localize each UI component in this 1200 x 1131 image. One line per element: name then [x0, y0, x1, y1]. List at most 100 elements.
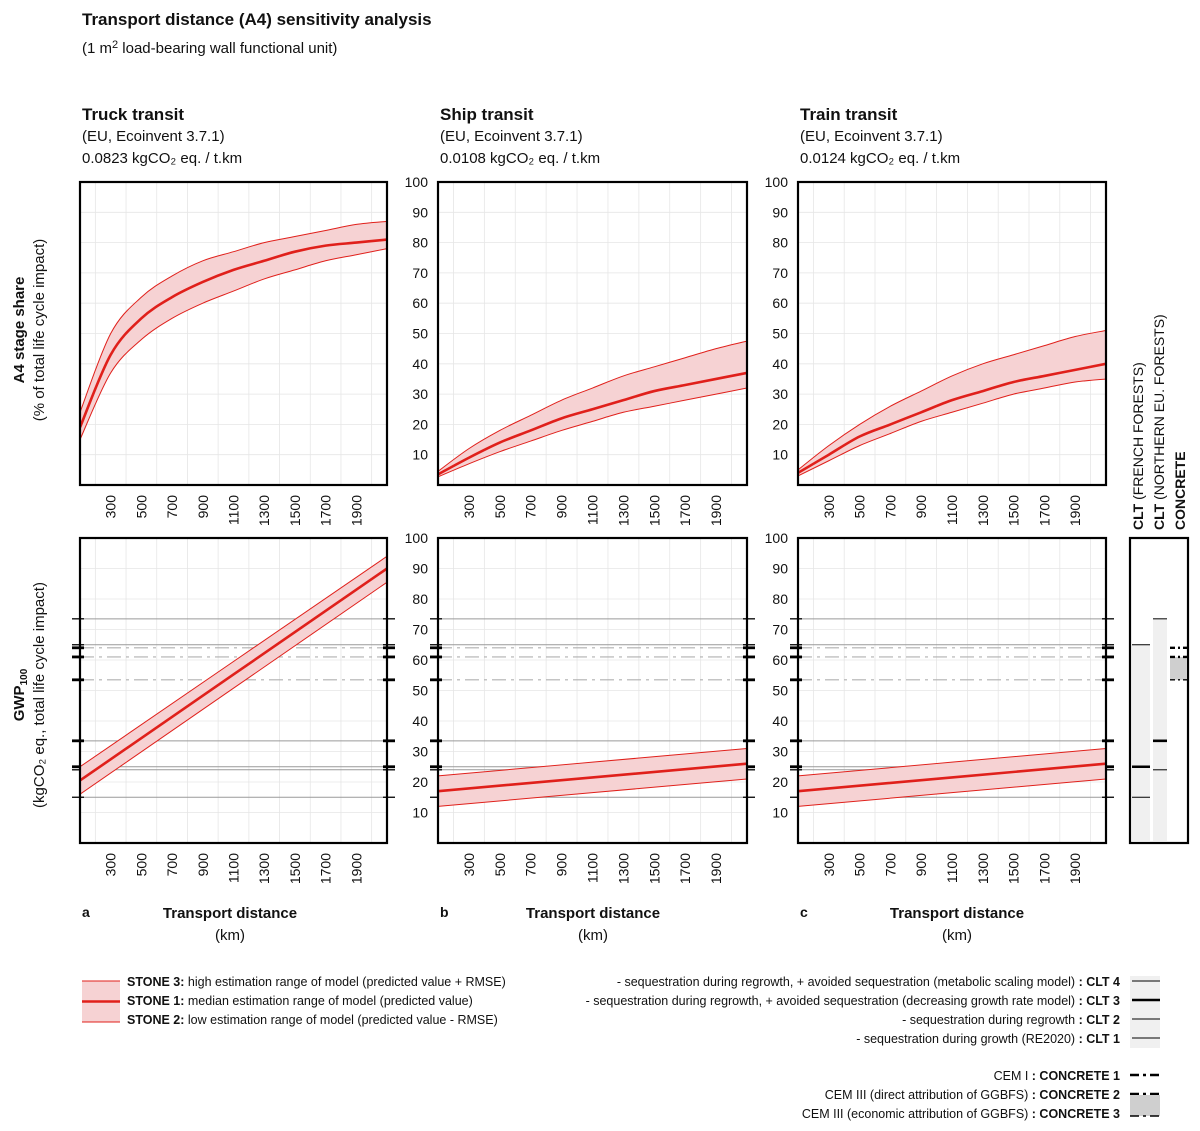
side-bars: [1128, 536, 1190, 845]
series-line-stone1: [438, 762, 747, 793]
panel-data: [80, 220, 387, 440]
xtick-label: 1300: [615, 495, 631, 526]
xunit-b: (km): [578, 927, 608, 944]
ytick-label: 80: [772, 235, 788, 251]
xtick-label: 500: [133, 853, 149, 877]
xtick-label: 1700: [1036, 853, 1052, 884]
ytick-label: 50: [412, 683, 428, 699]
xtick-label: 1900: [348, 853, 364, 884]
xtick-label: 1300: [256, 495, 272, 526]
ytick-label: 90: [772, 204, 788, 220]
column-source: (EU, Ecoinvent 3.7.1): [82, 128, 225, 145]
legend-concrete: CEM I : CONCRETE 1 CEM III (direct attri…: [802, 1069, 1160, 1121]
ytick-label: 30: [412, 744, 428, 760]
ytick-label: 50: [772, 683, 788, 699]
panel-b-bottom: 10 20 30 40 50 60 70 80 90 100 300 500 700 900 1100 130…: [405, 530, 755, 884]
legend-stone: STONE 3: high estimation range of model …: [82, 975, 506, 1027]
ytick-label: 60: [412, 295, 428, 311]
xtick-label: 1700: [318, 853, 334, 884]
xlabel-a: Transport distance: [163, 905, 297, 922]
panel-frame: [436, 180, 749, 487]
xtick-label: 900: [554, 495, 570, 519]
ytick-label: 90: [772, 561, 788, 577]
legend-clt3: - sequestration during regrowth, + avoid…: [586, 994, 1120, 1008]
ytick-label: 60: [412, 652, 428, 668]
xtick-label: 1700: [318, 495, 334, 526]
xtick-label: 300: [103, 853, 119, 877]
xtick-label: 1500: [646, 495, 662, 526]
band-area: [798, 330, 1106, 476]
xtick-label: 700: [523, 853, 539, 877]
row2-ylabel: GWP100 (kgCO₂ eq., total life cycle impa…: [11, 582, 48, 808]
xtick-label: 700: [882, 495, 898, 519]
ytick-label: 90: [412, 204, 428, 220]
panel-data: [438, 747, 747, 807]
legend-concrete1: CEM I : CONCRETE 1: [994, 1069, 1120, 1083]
ytick-label: 100: [405, 174, 429, 190]
ytick-label: 40: [412, 356, 428, 372]
column-header-b: Ship transit (EU, Ecoinvent 3.7.1) 0.010…: [440, 105, 600, 167]
series-line-stone1: [80, 238, 387, 428]
xtick-label: 300: [461, 853, 477, 877]
ytick-label: 20: [772, 774, 788, 790]
panel-frame: [796, 536, 1108, 845]
ytick-label: 60: [772, 652, 788, 668]
panel-letter-a: a: [82, 904, 90, 920]
xtick-label: 900: [195, 495, 211, 519]
legend-clt-fill: [1130, 976, 1160, 1048]
series-line-stone2: [80, 581, 387, 795]
xtick-label: 1100: [226, 853, 242, 883]
panel-data: [798, 747, 1106, 807]
ytick-label: 10: [412, 447, 428, 463]
xtick-label: 1300: [256, 853, 272, 884]
xtick-label: 1500: [287, 853, 303, 884]
xtick-label: 1300: [975, 853, 991, 884]
panel-data: [798, 329, 1106, 477]
ytick-label: 40: [772, 713, 788, 729]
xtick-label: 1300: [975, 495, 991, 526]
ytick-label: 40: [412, 713, 428, 729]
xtick-label: 1700: [1036, 495, 1052, 526]
panels: 300 500 700 900 1100 1300 1500 1700 1900 10 20 30 40…: [72, 174, 1114, 884]
ytick-label: 10: [772, 447, 788, 463]
xtick-label: 900: [913, 853, 929, 877]
ytick-label: 80: [412, 235, 428, 251]
legend-stone3: STONE 3: high estimation range of model …: [127, 975, 506, 989]
svg-text:(kgCO₂ eq., total life cycle i: (kgCO₂ eq., total life cycle impact): [31, 582, 48, 808]
side-bar-clt-french: [1132, 644, 1150, 841]
column-factor: 0.0108 kgCO₂ eq. / t.km: [440, 150, 600, 167]
ytick-label: 80: [412, 591, 428, 607]
ytick-label: 20: [772, 416, 788, 432]
legend-stone1: STONE 1: median estimation range of mode…: [127, 994, 473, 1008]
xtick-label: 500: [492, 495, 508, 519]
column-title: Ship transit: [440, 105, 534, 124]
xtick-label: 1700: [677, 495, 693, 526]
ytick-label: 70: [412, 622, 428, 638]
ytick-label: 60: [772, 295, 788, 311]
panel-data: [438, 340, 747, 478]
legend-concrete3: CEM III (economic attribution of GGBFS) …: [802, 1107, 1120, 1121]
xtick-label: 300: [461, 495, 477, 519]
column-source: (EU, Ecoinvent 3.7.1): [800, 128, 943, 145]
ytick-label: 90: [412, 561, 428, 577]
xtick-label: 700: [523, 495, 539, 519]
xtick-label: 1500: [1006, 853, 1022, 884]
xtick-label: 1100: [585, 853, 601, 883]
svg-text:GWP100: GWP100: [11, 668, 30, 721]
column-title: Train transit: [800, 105, 898, 124]
series-line-stone3: [438, 747, 747, 777]
series-line-stone1: [80, 567, 387, 782]
xtick-label: 900: [554, 853, 570, 877]
series-line-stone1: [438, 371, 747, 476]
ytick-label: 80: [772, 591, 788, 607]
xlabel-b: Transport distance: [526, 905, 660, 922]
figure-title: Transport distance (A4) sensitivity anal…: [82, 10, 432, 29]
side-bar-clt-northern: [1153, 618, 1167, 841]
xtick-label: 1500: [287, 495, 303, 526]
series-line-stone1: [798, 362, 1106, 474]
ytick-label: 20: [412, 774, 428, 790]
ytick-label: 40: [772, 356, 788, 372]
ytick-label: 100: [765, 530, 789, 546]
xtick-label: 300: [103, 495, 119, 519]
